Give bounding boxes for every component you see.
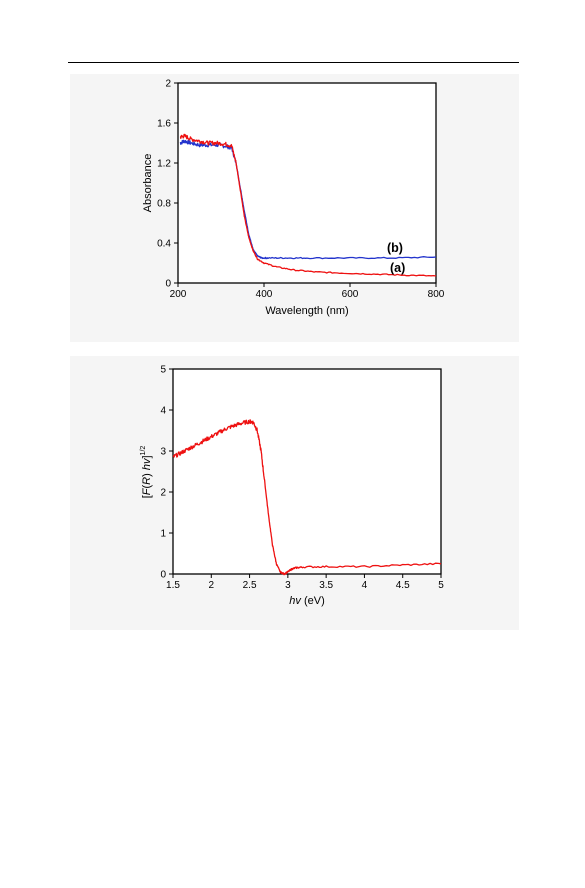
y-tick-label: 0.8: [157, 199, 171, 210]
tauc-chart: 1.5 2 2.5 3 3.5 4 4.5 5 0 1 2 3 4 5 hv (eV) [F(R) hv]…: [140, 365, 444, 608]
y-tick-label: 2: [165, 79, 171, 90]
y-tick-label: 1.2: [157, 159, 171, 170]
x-tick-label: 600: [342, 289, 359, 300]
x-tick-label: 4.5: [396, 580, 410, 591]
header-rule: [68, 62, 519, 63]
plot-frame: [177, 82, 437, 284]
y-tick-label: 3: [160, 447, 166, 458]
y-tick-label: 0: [165, 279, 171, 290]
x-tick-label: 200: [170, 289, 187, 300]
absorbance-chart: 200 400 600 800 0 0.4 0.8 1.2 1.6 2 (b) (a) Wavel…: [142, 79, 445, 318]
y-axis-label: [F(R) hv]1/2: [140, 446, 153, 499]
series-line: [172, 419, 442, 576]
y-tick-label: 2: [160, 488, 166, 499]
y-axis-label: Absorbance: [142, 154, 154, 213]
x-tick-label: 4: [362, 580, 368, 591]
x-tick-label: 2.5: [243, 580, 257, 591]
x-tick-label: 800: [428, 289, 445, 300]
series-line-a: [179, 133, 437, 277]
y-tick-label: 0: [160, 570, 166, 581]
x-tick-label: 5: [438, 580, 444, 591]
x-axis-label: Wavelength (nm): [265, 305, 348, 317]
plot-frame: [172, 368, 442, 575]
series-label-a: (a): [390, 261, 405, 275]
x-tick-label: 2: [209, 580, 215, 591]
series-line-b: [179, 139, 437, 260]
x-axis-label: hv (eV): [289, 595, 324, 607]
y-tick-label: 1.6: [157, 119, 171, 130]
y-tick-label: 4: [160, 406, 166, 417]
x-tick-label: 3: [285, 580, 291, 591]
y-tick-label: 5: [160, 365, 166, 376]
x-tick-label: 1.5: [166, 580, 180, 591]
y-tick-label: 0.4: [157, 239, 171, 250]
series-label-b: (b): [387, 241, 403, 255]
y-tick-label: 1: [160, 529, 166, 540]
x-tick-label: 3.5: [319, 580, 333, 591]
x-tick-label: 400: [256, 289, 273, 300]
